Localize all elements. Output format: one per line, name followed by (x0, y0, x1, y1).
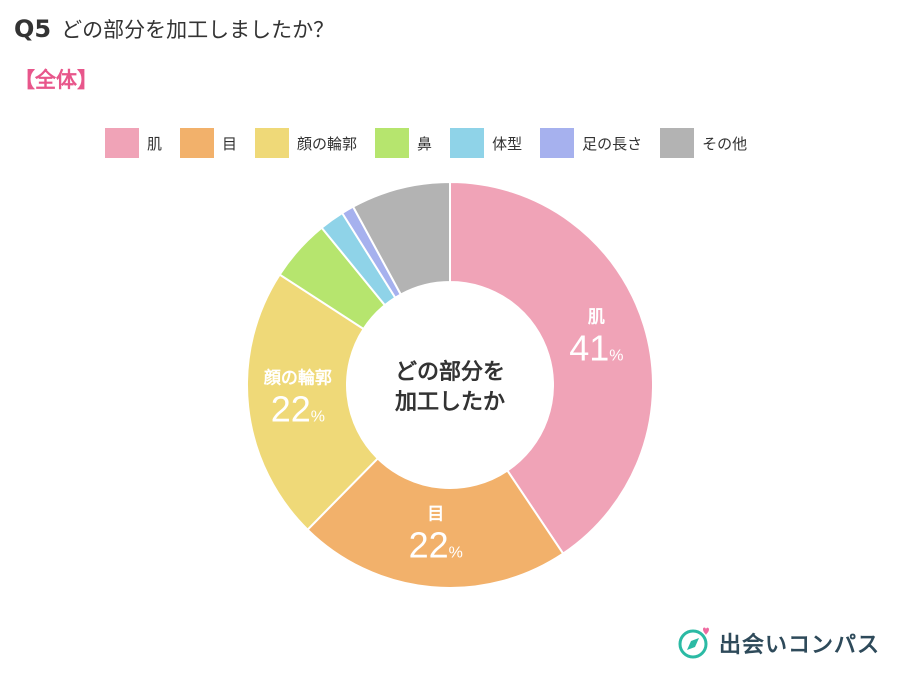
legend-swatch (255, 128, 290, 158)
slice-2 (306, 456, 565, 589)
slice-1 (449, 180, 654, 555)
data-label: 目22% (409, 504, 463, 565)
data-label-category: 目 (427, 504, 444, 524)
center-text-line: 加工したか (394, 390, 505, 415)
legend-swatch (105, 128, 139, 158)
legend-label: 体型 (492, 134, 523, 153)
chart-title: Q5 どの部分を加工しましたか？ (14, 14, 334, 46)
legend-label: その他 (702, 134, 748, 153)
legend: 肌 目 顔の輪郭 鼻 体型 足の長さ その他 (105, 128, 765, 158)
question-text: どの部分を加工しましたか？ (61, 18, 335, 42)
data-label-category: 肌 (588, 307, 605, 327)
legend-swatch (540, 128, 575, 158)
center-text-line: どの部分を (395, 359, 505, 385)
data-label-value: 22% (271, 389, 325, 430)
brand-logo: 出会いコンパス (677, 626, 880, 660)
legend-label: 目 (222, 134, 238, 153)
data-label-value: 22% (409, 524, 463, 565)
legend-item: 体型 (450, 128, 522, 158)
chart-subtitle: 【全体】 (14, 68, 98, 92)
question-number: Q5 (14, 15, 52, 43)
legend-item: 鼻 (375, 128, 432, 158)
data-label-value: 41% (569, 327, 623, 368)
legend-swatch (660, 128, 695, 158)
legend-swatch (375, 128, 410, 158)
legend-swatch (180, 128, 215, 158)
brand-name: 出会いコンパス (719, 633, 881, 658)
slice-3 (246, 273, 380, 532)
legend-swatch (450, 128, 485, 158)
slice-7 (351, 180, 451, 296)
legend-label: 肌 (147, 134, 163, 153)
legend-label: 顔の輪郭 (297, 134, 358, 153)
compass-heart-icon (678, 627, 709, 659)
legend-label: 足の長さ (582, 134, 643, 153)
legend-item: 足の長さ (540, 128, 642, 158)
legend-item: その他 (660, 128, 747, 158)
data-label: 肌41% (569, 307, 623, 368)
legend-item: 目 (180, 128, 237, 158)
legend-label: 鼻 (417, 134, 433, 153)
legend-item: 肌 (105, 128, 162, 158)
legend-item: 顔の輪郭 (255, 128, 357, 158)
data-label-category: 顔の輪郭 (263, 368, 332, 389)
